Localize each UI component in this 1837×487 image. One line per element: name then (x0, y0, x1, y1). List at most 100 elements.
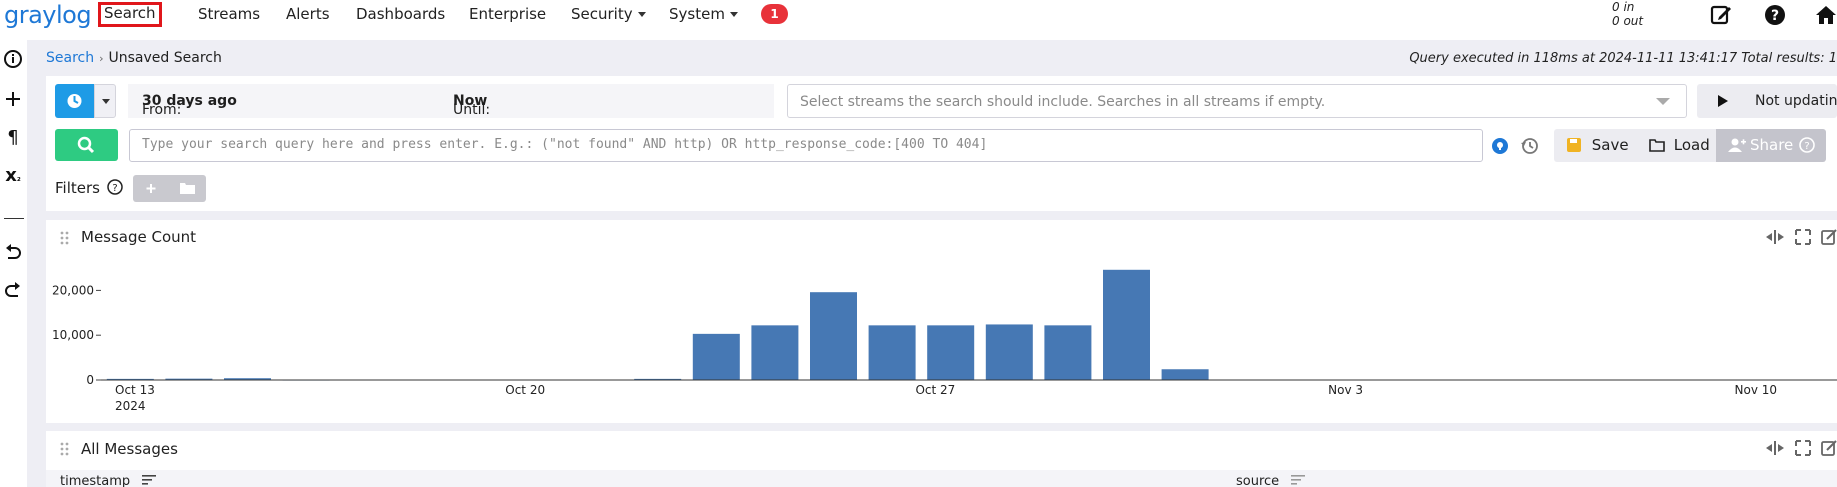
rail-divider (4, 218, 24, 219)
nav-dashboards[interactable]: Dashboards (356, 5, 446, 23)
time-until-value: Now (453, 93, 488, 109)
share-button[interactable]: Share ? (1716, 129, 1826, 162)
nav-streams[interactable]: Streams (198, 5, 261, 23)
lightbulb-icon[interactable] (1490, 137, 1510, 157)
chart-bar[interactable] (165, 378, 213, 380)
throughput-indicator[interactable]: 0 in 0 out (1612, 0, 1643, 28)
nav-security[interactable]: Security (571, 4, 646, 26)
streams-select[interactable]: Select streams the search should include… (787, 84, 1687, 118)
folder-icon (1649, 139, 1665, 152)
sort-icon (142, 475, 157, 485)
chart-bar[interactable] (751, 325, 799, 380)
widget-actions (1766, 440, 1837, 456)
time-range-dropdown-toggle[interactable] (94, 84, 116, 118)
graylog-logo[interactable]: graylog (4, 1, 92, 29)
save-button[interactable]: Save (1567, 136, 1629, 154)
nav-security-label: Security (571, 5, 633, 23)
y-tick-label: 0 (86, 373, 94, 387)
help-icon[interactable]: ? (1764, 4, 1786, 26)
svg-text:?: ? (112, 183, 117, 194)
redo-icon[interactable] (3, 280, 23, 300)
chevron-right-icon: › (99, 52, 104, 65)
drag-handle-icon[interactable] (60, 231, 70, 245)
y-tick-label: 10,000 (52, 328, 94, 342)
top-navbar: graylog Search Streams Alerts Dashboards… (0, 0, 1837, 40)
messages-table-header: timestamp source (46, 470, 1837, 487)
expand-horizontal-icon (1766, 441, 1784, 455)
breadcrumb-current: Unsaved Search (108, 50, 222, 66)
nav-alerts[interactable]: Alerts (286, 5, 330, 23)
nav-system[interactable]: System (669, 4, 738, 26)
widget-actions (1766, 229, 1837, 245)
chevron-down-icon (637, 12, 646, 17)
load-button[interactable]: Load (1649, 136, 1710, 154)
nav-enterprise[interactable]: Enterprise (469, 5, 547, 23)
undo-icon[interactable] (3, 242, 23, 262)
sort-icon (1291, 475, 1306, 485)
chart-bar[interactable] (634, 378, 682, 380)
x-tick-label: Nov 3 (1328, 383, 1363, 397)
chart-bar[interactable] (1161, 369, 1209, 380)
message-count-widget (46, 220, 1837, 423)
load-filter-button[interactable] (169, 175, 206, 202)
search-query-placeholder: Type your search query here and press en… (142, 137, 988, 152)
plus-icon[interactable] (3, 89, 23, 109)
x-tick-label: Oct 27 (915, 383, 955, 397)
column-header-source[interactable]: source (1236, 474, 1306, 487)
chart-bar[interactable] (810, 292, 857, 380)
add-filter-button[interactable] (133, 175, 169, 202)
column-header-timestamp[interactable]: timestamp (60, 474, 157, 487)
expand-horizontal-icon (1766, 230, 1784, 244)
chart-bar[interactable] (985, 324, 1033, 380)
breadcrumb-search-link[interactable]: Search (46, 50, 95, 66)
nav-system-label: System (669, 5, 725, 23)
svg-text:?: ? (1771, 8, 1779, 24)
play-icon (1718, 95, 1728, 107)
paragraph-icon[interactable]: ¶ (7, 127, 19, 148)
help-icon[interactable]: ? (107, 179, 123, 195)
chart-bar[interactable] (927, 325, 975, 380)
edit-icon (1821, 440, 1837, 456)
subscript-icon[interactable]: x₂ (5, 165, 21, 186)
message-count-chart: 0 10,000 20,000 Oct 13 Oct 20 Oct 27 Nov 3 Nov … (52, 269, 1837, 413)
save-load-group: Save Load (1554, 129, 1716, 162)
home-icon[interactable] (1815, 4, 1837, 26)
info-icon[interactable] (3, 49, 23, 69)
search-icon (77, 136, 95, 154)
time-range-display[interactable]: From: 30 days ago Until: Now (128, 84, 774, 118)
breadcrumb: Search › Unsaved Search (46, 50, 222, 66)
notification-badge[interactable]: 1 (761, 4, 788, 24)
filters-label: Filters (55, 179, 100, 197)
save-label: Save (1591, 136, 1629, 154)
chart-bar[interactable] (1044, 325, 1092, 380)
history-icon[interactable] (1520, 136, 1540, 156)
time-until-label: Until: (453, 102, 491, 118)
column-label: timestamp (60, 474, 131, 487)
search-query-input[interactable]: Type your search query here and press en… (129, 129, 1483, 162)
search-submit-button[interactable] (55, 129, 118, 161)
time-until: Until: Now (453, 93, 490, 118)
load-label: Load (1673, 136, 1710, 154)
sidebar-rail: ¶ x₂ (0, 40, 27, 487)
chart-bar[interactable] (868, 325, 916, 380)
drag-handle-icon[interactable] (60, 442, 70, 456)
edit-icon (1821, 229, 1837, 245)
refresh-control-button[interactable]: Not updating (1697, 84, 1837, 118)
time-from: From: 30 days ago (142, 93, 237, 118)
chart-bar[interactable] (692, 333, 740, 380)
time-range-type-button[interactable] (55, 84, 94, 118)
streams-placeholder: Select streams the search should include… (800, 94, 1326, 110)
throughput-in: 0 in (1612, 0, 1635, 14)
fullscreen-icon (1795, 440, 1811, 456)
chart-bar[interactable] (106, 378, 154, 380)
chart-bar[interactable] (1103, 269, 1150, 380)
chart-bar[interactable] (224, 378, 271, 380)
edit-icon[interactable] (1710, 4, 1732, 26)
chevron-down-icon (102, 99, 110, 104)
user-plus-icon (1728, 138, 1746, 152)
message-count-title: Message Count (81, 228, 197, 246)
clock-icon (67, 94, 82, 108)
nav-search[interactable]: Search (98, 2, 162, 27)
chevron-down-icon (1656, 98, 1670, 105)
svg-text:?: ? (1804, 141, 1809, 152)
